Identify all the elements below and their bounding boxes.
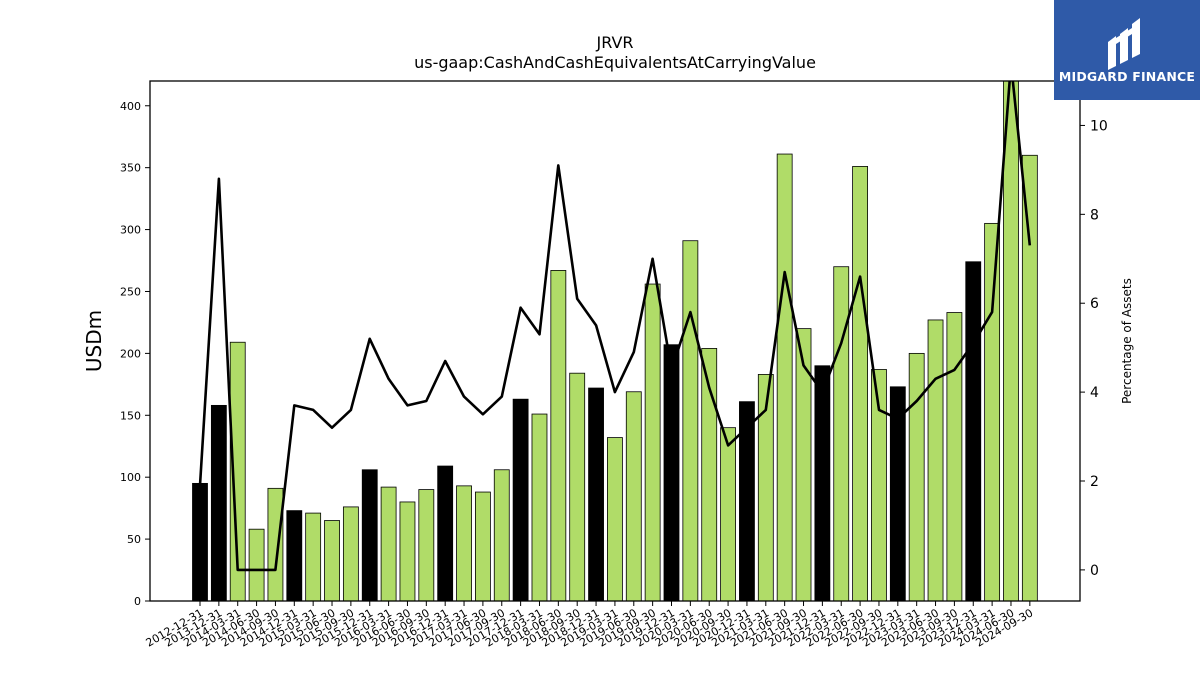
bar bbox=[248, 528, 265, 602]
bar bbox=[192, 482, 208, 602]
bar bbox=[569, 372, 586, 602]
y2-tick-label: 4 bbox=[1090, 385, 1099, 401]
bar bbox=[361, 469, 378, 602]
bar bbox=[644, 283, 661, 602]
y-tick-label: 300 bbox=[120, 224, 141, 237]
bar bbox=[512, 398, 529, 602]
logo-mark-icon bbox=[1108, 18, 1140, 70]
bar bbox=[531, 413, 548, 602]
bar bbox=[456, 485, 472, 602]
y-tick-label: 150 bbox=[120, 409, 141, 422]
bar bbox=[267, 487, 284, 602]
bar bbox=[210, 404, 227, 602]
y-tick-label: 250 bbox=[120, 285, 141, 298]
bar bbox=[324, 520, 340, 602]
bar bbox=[965, 261, 982, 602]
y-tick-label: 350 bbox=[120, 162, 141, 175]
bar bbox=[720, 427, 736, 602]
y-tick-label: 200 bbox=[120, 347, 141, 360]
bar bbox=[833, 266, 850, 602]
y-tick-label: 0 bbox=[134, 595, 141, 608]
bar bbox=[908, 352, 925, 602]
bar bbox=[984, 222, 1001, 602]
bar bbox=[588, 387, 604, 602]
bar bbox=[305, 512, 322, 602]
bar bbox=[286, 510, 303, 602]
y2-tick-label: 0 bbox=[1090, 563, 1099, 579]
chart-subtitle: us-gaap:CashAndCashEquivalentsAtCarrying… bbox=[414, 53, 816, 72]
bar bbox=[607, 437, 623, 602]
bar bbox=[795, 328, 812, 602]
bar bbox=[1003, 80, 1019, 602]
y-axis-label: USDm bbox=[82, 310, 106, 372]
bar bbox=[437, 465, 454, 602]
bar bbox=[814, 365, 831, 602]
y2-axis-label: Percentage of Assets bbox=[1120, 278, 1134, 404]
logo-text: MIDGARD FINANCE bbox=[1058, 69, 1196, 84]
y-tick-label: 50 bbox=[127, 533, 141, 546]
bar bbox=[342, 506, 359, 602]
bar bbox=[625, 391, 642, 602]
y-tick-label: 100 bbox=[120, 471, 141, 484]
bar bbox=[1021, 154, 1038, 602]
bar bbox=[776, 153, 793, 602]
bar bbox=[682, 240, 699, 602]
series-line-pct-assets bbox=[198, 81, 1032, 572]
y2-tick-label: 8 bbox=[1090, 207, 1099, 223]
bar bbox=[399, 501, 416, 602]
bar bbox=[550, 270, 567, 602]
bar bbox=[418, 489, 435, 602]
bar bbox=[946, 312, 963, 602]
bar bbox=[493, 469, 510, 602]
bar bbox=[852, 166, 868, 602]
midgard-finance-logo: MIDGARD FINANCE bbox=[1054, 0, 1200, 100]
y2-tick-label: 6 bbox=[1090, 296, 1099, 312]
bar bbox=[380, 486, 397, 602]
plot-area: 05010015020025030035040002468102012-12-3… bbox=[120, 80, 1108, 650]
chart-title: JRVR bbox=[595, 33, 633, 52]
y2-tick-label: 10 bbox=[1090, 118, 1108, 134]
bar bbox=[474, 491, 491, 602]
y-tick-label: 400 bbox=[120, 100, 141, 113]
bar bbox=[663, 344, 680, 602]
y2-tick-label: 2 bbox=[1090, 474, 1099, 490]
bar bbox=[927, 319, 944, 602]
